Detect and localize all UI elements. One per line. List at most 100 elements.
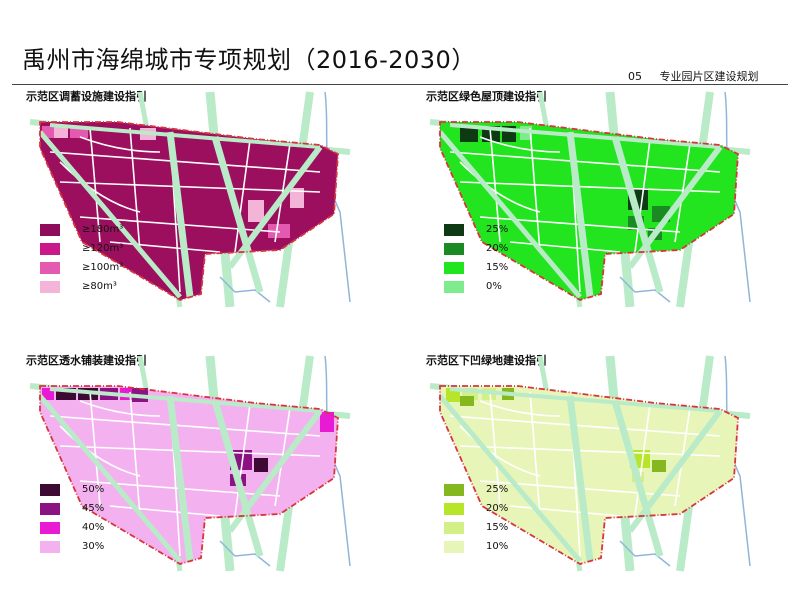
street <box>634 139 651 253</box>
legend-item: ≥120m³ <box>40 239 123 258</box>
street <box>129 391 141 517</box>
legend-item: 20% <box>444 239 508 258</box>
map-group <box>429 355 751 572</box>
street <box>634 403 651 517</box>
legend-item: 50% <box>40 480 104 499</box>
river <box>619 540 671 567</box>
street <box>529 391 541 517</box>
green-corridor <box>566 131 594 298</box>
legend-label: 10% <box>486 541 509 552</box>
map-group <box>429 91 751 308</box>
panel-label: 示范区下凹绿地建设指引 <box>426 354 547 367</box>
legend-label: ≥180m³ <box>82 224 124 235</box>
zone-block <box>460 396 474 406</box>
zone-block <box>460 126 478 142</box>
street <box>479 400 561 417</box>
street <box>59 181 321 193</box>
green-corridor <box>566 395 594 562</box>
green-corridor <box>49 123 321 149</box>
green-corridor <box>49 387 321 413</box>
zone-block <box>248 200 264 222</box>
district-boundary <box>39 385 339 565</box>
legend: 50% 45% 40% 30% <box>40 480 104 556</box>
district-boundary <box>39 121 339 301</box>
legend-swatch <box>444 502 464 515</box>
legend-swatch <box>40 242 60 255</box>
legend-item: ≥80m³ <box>40 277 123 296</box>
legend-label: 0% <box>486 281 502 292</box>
map-panel-green-roof: 示范区绿色屋顶建设指引 25% 20% 15% 0% <box>420 88 800 338</box>
street <box>234 139 251 253</box>
street <box>459 445 721 457</box>
street <box>89 127 101 243</box>
legend-item: ≥100m³ <box>40 258 123 277</box>
zone-block <box>54 126 68 138</box>
street <box>459 181 721 193</box>
street <box>59 161 141 213</box>
street <box>449 415 721 437</box>
legend-swatch <box>40 540 60 553</box>
legend-label: ≥80m³ <box>82 281 117 292</box>
zone-block <box>290 188 304 208</box>
street <box>59 425 141 477</box>
river <box>219 540 271 567</box>
green-corridor <box>611 136 664 293</box>
section-heading: 05 专业园片区建设规划 <box>628 68 759 84</box>
street <box>109 505 221 517</box>
legend-item: 25% <box>444 480 508 499</box>
legend-swatch <box>40 521 60 534</box>
green-corridor <box>611 400 664 557</box>
legend-swatch <box>40 502 60 515</box>
legend-label: ≥120m³ <box>82 243 124 254</box>
legend-item: 0% <box>444 277 508 296</box>
street <box>79 400 161 417</box>
panel-label: 示范区调蓄设施建设指引 <box>26 90 147 103</box>
legend: 25% 20% 15% 0% <box>444 220 508 296</box>
street <box>449 151 721 173</box>
district-map <box>29 91 351 308</box>
district-area <box>440 386 738 564</box>
green-corridor <box>166 131 194 298</box>
green-corridor <box>227 409 323 533</box>
green-corridor <box>438 394 582 563</box>
legend-swatch <box>444 261 464 274</box>
zone-block <box>652 460 666 472</box>
street <box>59 445 321 457</box>
legend-swatch <box>444 223 464 236</box>
zone-block <box>268 224 290 238</box>
legend-item: 25% <box>444 220 508 239</box>
green-corridor <box>38 130 182 299</box>
street <box>509 241 621 253</box>
green-corridor <box>438 130 582 299</box>
legend-item: 15% <box>444 258 508 277</box>
district-boundary <box>439 121 739 301</box>
legend-label: 50% <box>82 484 105 495</box>
legend-label: 25% <box>486 484 509 495</box>
legend-swatch <box>444 540 464 553</box>
legend-label: 15% <box>486 262 509 273</box>
street <box>89 391 101 507</box>
panel-label: 示范区绿色屋顶建设指引 <box>426 90 547 103</box>
street <box>129 127 141 253</box>
legend-label: 15% <box>486 522 509 533</box>
green-corridor <box>627 409 723 533</box>
legend-swatch <box>444 483 464 496</box>
legend-label: ≥100m³ <box>82 262 124 273</box>
legend-label: 40% <box>82 522 105 533</box>
legend: ≥180m³ ≥120m³ ≥100m³ ≥80m³ <box>40 220 123 296</box>
green-corridor <box>38 394 182 563</box>
section-number: 05 <box>628 70 642 83</box>
street <box>234 403 251 517</box>
street <box>509 505 621 517</box>
street <box>109 241 221 253</box>
green-corridor <box>627 145 723 269</box>
green-corridor <box>211 400 264 557</box>
map-group <box>29 91 351 308</box>
legend-item: 10% <box>444 537 508 556</box>
street <box>49 415 321 437</box>
green-corridor <box>227 145 323 269</box>
river <box>619 276 671 303</box>
legend-swatch <box>444 242 464 255</box>
green-corridor <box>211 136 264 293</box>
legend-label: 25% <box>486 224 509 235</box>
